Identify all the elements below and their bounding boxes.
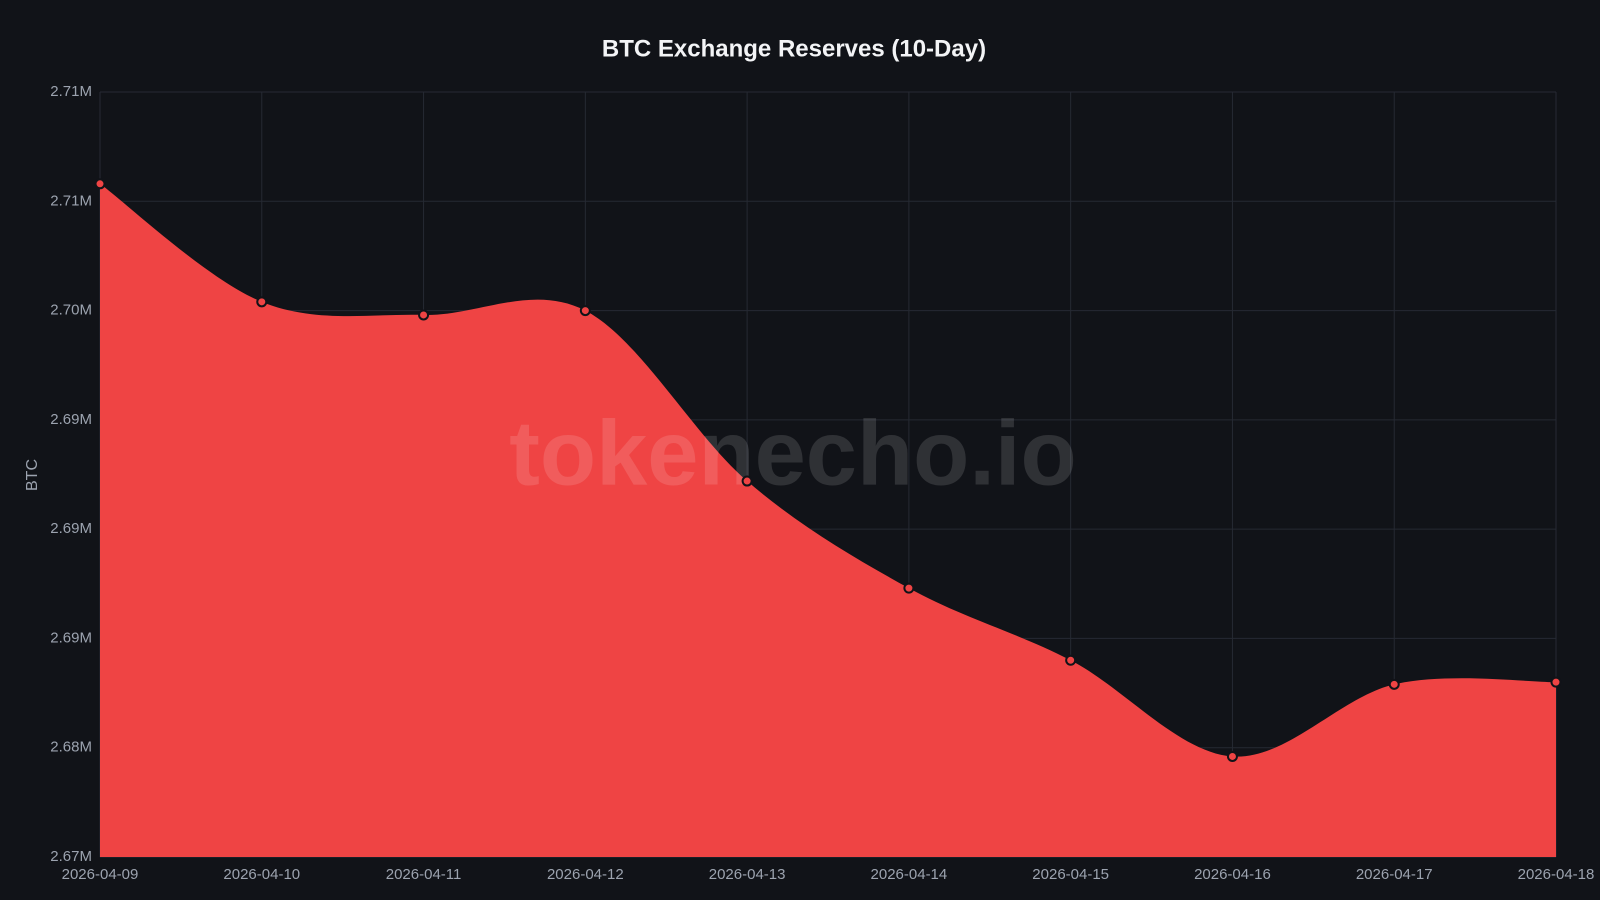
plot <box>100 183 1556 858</box>
point <box>579 305 591 317</box>
point <box>418 309 430 321</box>
y-tick-label: 2.69M <box>50 411 92 428</box>
x-tick-label: 2026-04-16 <box>1194 866 1271 883</box>
point <box>741 475 753 487</box>
point <box>1226 750 1238 762</box>
points <box>94 178 1562 762</box>
y-tick-label: 2.67M <box>50 848 92 865</box>
x-tick-label: 2026-04-18 <box>1518 866 1595 883</box>
y-tick-label: 2.71M <box>50 192 92 209</box>
y-tick-label: 2.70M <box>50 302 92 319</box>
chart-title: BTC Exchange Reserves (10-Day) <box>602 35 986 62</box>
y-tick-label: 2.68M <box>50 739 92 756</box>
y-tick-label: 2.69M <box>50 520 92 537</box>
x-tick-label: 2026-04-09 <box>62 866 139 883</box>
x-tick-label: 2026-04-15 <box>1032 866 1109 883</box>
x-tick-label: 2026-04-12 <box>547 866 624 883</box>
point <box>256 296 268 308</box>
y-tick-label: 2.69M <box>50 629 92 646</box>
point <box>1065 654 1077 666</box>
point <box>94 178 106 190</box>
area <box>100 183 1556 858</box>
x-tick-label: 2026-04-14 <box>871 866 948 883</box>
y-tick-label: 2.71M <box>50 83 92 100</box>
y-axis-label: BTC <box>24 459 41 491</box>
watermark: tokenecho.io <box>509 402 1076 504</box>
point <box>1550 676 1562 688</box>
point <box>1388 678 1400 690</box>
x-tick-label: 2026-04-17 <box>1356 866 1433 883</box>
x-tick-label: 2026-04-11 <box>386 866 462 883</box>
point <box>903 582 915 594</box>
x-tick-label: 2026-04-13 <box>709 866 786 883</box>
x-tick-label: 2026-04-10 <box>223 866 300 883</box>
